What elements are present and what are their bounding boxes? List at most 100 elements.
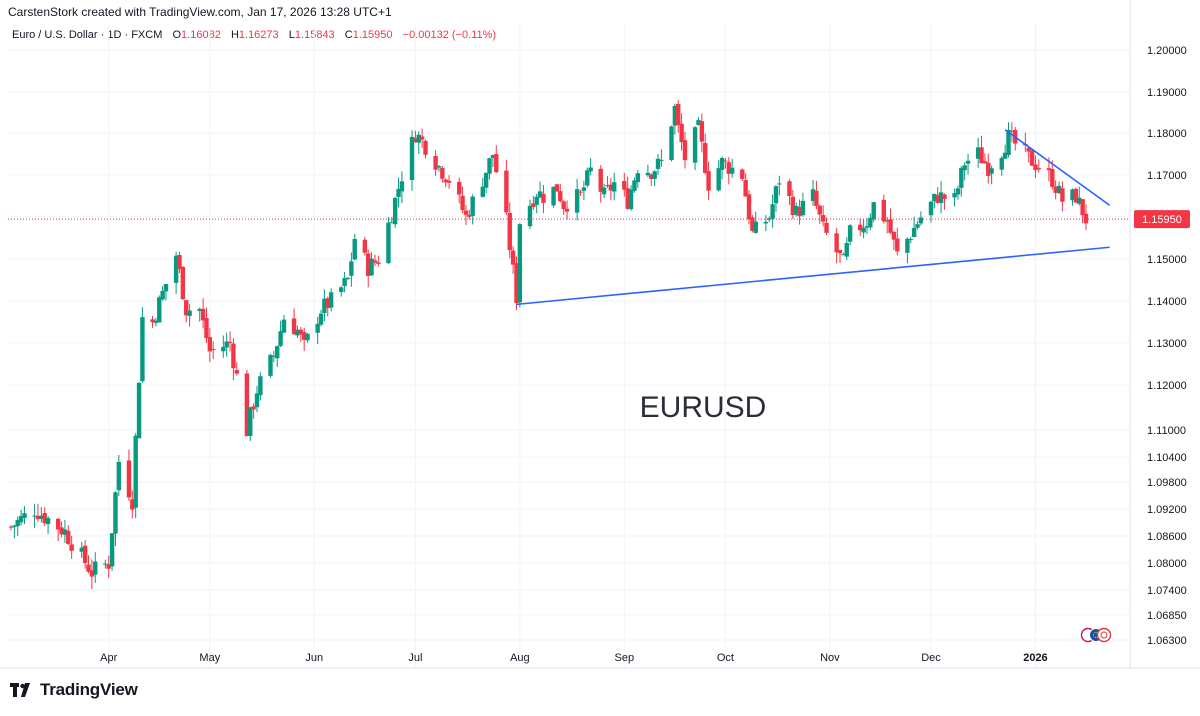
candle-down <box>514 256 519 310</box>
candle-up <box>1077 186 1082 206</box>
candle-up <box>632 177 637 193</box>
low-label: L <box>288 29 295 41</box>
indicator-badges[interactable] <box>1080 627 1120 643</box>
time-tick-label: Sep <box>615 652 635 664</box>
candle-down <box>1073 187 1079 204</box>
candle-down <box>325 296 330 317</box>
candle-up <box>487 157 492 180</box>
candle-up <box>534 193 539 214</box>
candle-down <box>982 153 988 165</box>
candle-up <box>160 286 165 301</box>
candle-down <box>463 205 469 226</box>
price-axis[interactable]: 1.200001.190001.180001.170001.160001.150… <box>1129 0 1190 668</box>
candle-up <box>999 156 1004 176</box>
candle-down <box>554 184 560 192</box>
candle-up <box>719 156 725 180</box>
candle-up <box>696 117 701 126</box>
candle-down <box>126 449 132 501</box>
candle-up <box>1002 144 1008 159</box>
candle-up <box>729 158 735 178</box>
candle-up <box>258 372 263 401</box>
candle-up <box>652 170 657 186</box>
candle-up <box>581 180 587 200</box>
time-tick-label: Nov <box>820 652 840 664</box>
candle-up <box>777 175 782 196</box>
candle-down <box>291 308 297 335</box>
candle-down <box>561 200 566 215</box>
candle-up <box>15 516 20 536</box>
candle-down <box>884 216 890 234</box>
candle-down <box>622 172 627 197</box>
trendlines-layer <box>8 129 1130 306</box>
candle-down <box>59 521 64 538</box>
candle-up <box>574 178 580 221</box>
candle-down <box>1060 181 1065 212</box>
candle-down <box>86 555 91 574</box>
candle-down <box>456 177 462 204</box>
candle-up <box>248 406 253 441</box>
symbol-description[interactable]: Euro / U.S. Dollar · 1D · FXCM <box>12 29 163 41</box>
candle-up <box>62 519 68 544</box>
chart-attribution: CarstenStork created with TradingView.co… <box>8 5 392 19</box>
candle-down <box>1026 147 1031 163</box>
candle-up <box>157 295 162 323</box>
candle-down <box>679 113 684 151</box>
candle-up <box>989 165 994 185</box>
candle-up <box>45 516 51 534</box>
candle-up <box>844 237 849 261</box>
candle-up <box>955 185 961 200</box>
candle-up <box>659 149 664 167</box>
candle-up <box>537 181 543 199</box>
candle-down <box>231 338 236 380</box>
trendline-resistance[interactable] <box>1004 129 1111 206</box>
candle-up <box>39 507 44 523</box>
candle-down <box>598 165 603 203</box>
candle-down <box>510 246 516 274</box>
candle-up <box>770 194 775 228</box>
candle-down <box>251 403 256 419</box>
candle-down <box>1083 204 1089 230</box>
candle-down <box>1036 159 1042 173</box>
price-tick-label: 1.10400 <box>1147 452 1187 464</box>
candle-down <box>35 503 41 522</box>
candle-down <box>790 189 796 220</box>
price-tick-label: 1.09200 <box>1147 504 1187 516</box>
candle-down <box>787 179 792 205</box>
candle-down <box>494 145 499 174</box>
high-label: H <box>230 29 239 41</box>
candle-up <box>1056 181 1062 195</box>
candle-down <box>608 177 614 201</box>
price-tick-label: 1.08600 <box>1147 531 1187 543</box>
candle-down <box>443 178 448 188</box>
candle-up <box>136 381 142 439</box>
time-tick-label: May <box>199 652 220 664</box>
candle-down <box>507 202 512 259</box>
price-tick-label: 1.08000 <box>1147 558 1187 570</box>
candle-up <box>800 192 806 217</box>
candle-up <box>396 177 401 208</box>
us-flag-icon[interactable] <box>1096 627 1112 643</box>
candle-up <box>187 304 192 327</box>
candle-down <box>82 540 88 569</box>
candle-up <box>585 167 590 188</box>
candle-down <box>1029 149 1035 166</box>
candle-down <box>42 507 47 527</box>
candle-down <box>531 196 536 210</box>
candle-up <box>871 201 876 223</box>
trendline-support[interactable] <box>516 246 1110 306</box>
time-axis[interactable]: Apr May Jun Jul Aug Sep Oct Nov Dec 2026 <box>0 652 1200 669</box>
candle-down <box>837 249 843 263</box>
candle-up <box>322 289 327 322</box>
candles-layer <box>8 99 1089 589</box>
price-tick-label: 1.15000 <box>1147 254 1187 266</box>
candle-down <box>433 150 438 176</box>
price-tick-label: 1.18000 <box>1147 128 1187 140</box>
footer-branding: TradingView <box>10 680 138 700</box>
candle-down <box>366 249 371 288</box>
candle-down <box>180 266 186 300</box>
candle-up <box>352 233 357 261</box>
candle-up <box>612 172 617 201</box>
price-tick-label: 1.20000 <box>1147 45 1187 57</box>
candle-down <box>820 205 826 227</box>
